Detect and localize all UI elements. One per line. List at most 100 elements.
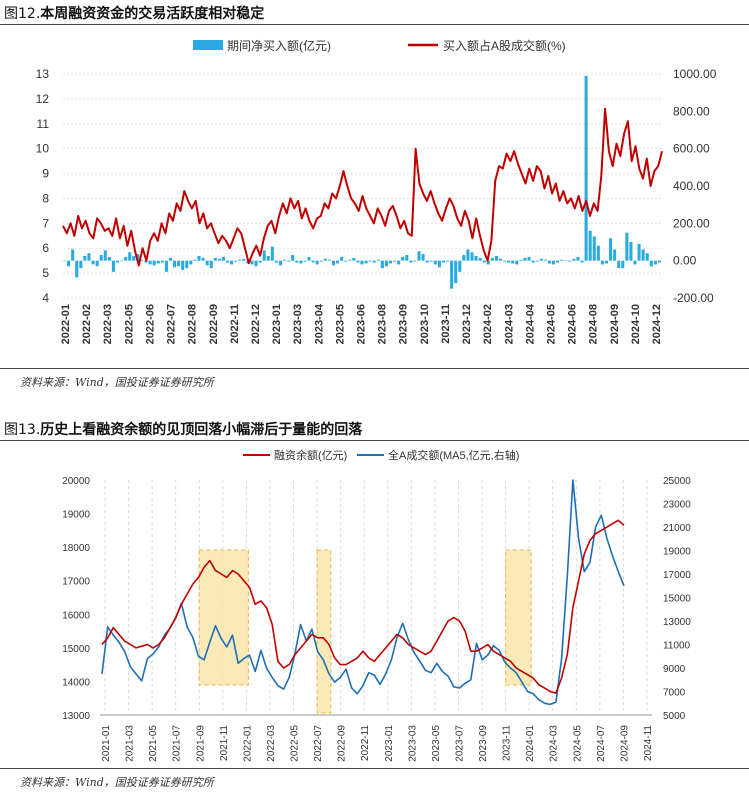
net-buy-bar — [336, 260, 340, 264]
net-buy-bar — [189, 260, 193, 265]
left-tick-label: 17000 — [62, 577, 90, 588]
legend-label-margin-balance: 融资余额(亿元) — [274, 448, 347, 462]
left-tick-label: 13 — [36, 67, 50, 81]
figure13-source: 资料来源：Wind，国投证券证券研究所 — [20, 776, 214, 789]
net-buy-bar — [507, 260, 511, 263]
x-tick-label: 2022-12 — [250, 304, 262, 344]
x-tick-label: 2023-05 — [431, 725, 442, 762]
net-buy-bar — [372, 260, 376, 263]
net-buy-bar — [633, 260, 637, 265]
net-buy-bar — [494, 256, 498, 261]
net-buy-bar — [556, 260, 560, 263]
legend-label-net-buy: 期间净买入额(亿元) — [227, 38, 331, 53]
x-tick-label: 2023-04 — [313, 303, 325, 344]
x-tick-label: 2022-09 — [337, 725, 348, 762]
net-buy-bar — [527, 256, 531, 261]
net-buy-bar — [637, 243, 641, 261]
x-tick-label: 2022-03 — [102, 304, 114, 344]
net-buy-bar — [177, 260, 181, 267]
figure12-title: 图12.本周融资资金的交易活跃度相对稳定 — [4, 3, 264, 23]
net-buy-bar — [486, 260, 490, 265]
x-tick-label: 2024-09 — [609, 304, 621, 344]
net-buy-bar — [437, 260, 441, 268]
net-buy-bar — [63, 260, 67, 262]
net-buy-bar — [433, 260, 437, 265]
net-buy-bar — [254, 260, 258, 267]
figure13-axes: 13000 14000 15000 16000 17000 18000 19000 20000… — [62, 476, 691, 762]
right-tick-label: 15000 — [663, 594, 691, 605]
net-buy-bar — [490, 257, 494, 261]
right-tick-label: 600.00 — [673, 142, 710, 156]
left-tick-label: 15000 — [62, 644, 90, 655]
x-tick-label: 2024-01 — [525, 725, 536, 762]
net-buy-bar — [393, 260, 397, 262]
right-tick-label: -200.00 — [673, 291, 714, 305]
net-buy-bar — [111, 260, 115, 272]
x-tick-label: 2024-04 — [524, 303, 536, 344]
net-buy-bar — [168, 257, 173, 261]
net-buy-bar — [115, 260, 120, 263]
net-buy-bar — [462, 255, 466, 261]
net-buy-bar — [551, 260, 556, 265]
net-buy-bar — [319, 260, 323, 262]
net-buy-bar — [596, 245, 600, 261]
net-buy-bar — [360, 260, 364, 265]
net-buy-bar — [649, 260, 653, 267]
net-buy-bar — [425, 260, 429, 263]
net-buy-bar — [331, 260, 335, 266]
net-buy-bar — [99, 255, 103, 261]
net-buy-bar — [600, 260, 604, 265]
net-buy-bar — [67, 260, 71, 267]
x-tick-label: 2023-09 — [398, 304, 410, 344]
left-tick-label: 18000 — [62, 543, 90, 554]
x-tick-label: 2022-01 — [60, 304, 72, 344]
net-buy-bar — [311, 260, 315, 263]
right-tick-label: 11000 — [663, 641, 691, 652]
net-buy-bar — [291, 255, 295, 261]
right-tick-label: 21000 — [663, 523, 691, 534]
net-buy-bar — [181, 260, 185, 270]
net-buy-bar — [95, 260, 99, 267]
figure12-net-buy-bars — [63, 75, 661, 289]
net-buy-bar — [287, 260, 291, 262]
net-buy-bar — [75, 260, 79, 278]
left-tick-label: 11 — [37, 117, 50, 131]
net-buy-bar — [592, 236, 596, 261]
net-buy-bar — [270, 246, 274, 261]
x-tick-label: 2023-12 — [461, 304, 473, 344]
net-buy-bar — [315, 260, 319, 265]
figure13-lines — [101, 479, 625, 706]
left-tick-label: 16000 — [62, 610, 90, 621]
left-tick-label: 12 — [36, 92, 50, 106]
figure12-axes: 4 5 6 7 8 9 10 11 12 13 -200.00 0.00 200.00 400.00 600… — [36, 67, 717, 344]
left-tick-label: 13000 — [62, 711, 90, 722]
net-buy-bar — [572, 258, 576, 261]
x-tick-label: 2022-09 — [208, 304, 220, 344]
net-buy-bar — [401, 256, 405, 261]
net-buy-bar — [221, 256, 225, 261]
net-buy-bar — [323, 258, 327, 261]
right-tick-label: 200.00 — [673, 216, 710, 230]
net-buy-bar — [266, 256, 270, 261]
net-buy-bar — [299, 260, 303, 264]
net-buy-bar — [621, 260, 625, 269]
right-tick-label: 400.00 — [673, 179, 710, 193]
net-buy-bar — [604, 260, 609, 264]
net-buy-bar — [156, 260, 160, 264]
figure13-legend: 融资余额(亿元) 全A成交额(MA5,亿元,右轴) — [243, 448, 519, 462]
x-tick-label: 2021-09 — [195, 725, 206, 762]
net-buy-bar — [193, 259, 197, 261]
x-tick-label: 2023-07 — [454, 725, 465, 762]
right-tick-label: 23000 — [663, 500, 691, 511]
net-buy-bar — [307, 256, 311, 261]
x-tick-label: 2022-06 — [144, 304, 156, 344]
net-buy-bar — [641, 249, 645, 261]
net-buy-bar — [384, 260, 388, 267]
net-buy-bar — [87, 253, 91, 261]
net-buy-bar — [653, 260, 657, 265]
net-buy-bar — [225, 260, 230, 263]
net-buy-bar — [71, 249, 75, 261]
left-tick-label: 9 — [42, 167, 49, 181]
x-tick-label: 2023-09 — [478, 725, 489, 762]
highlight-box — [198, 549, 249, 686]
